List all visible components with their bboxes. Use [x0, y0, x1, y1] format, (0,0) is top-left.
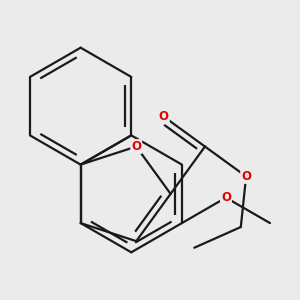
Text: O: O	[241, 170, 251, 183]
Text: O: O	[131, 140, 141, 153]
Text: O: O	[221, 191, 231, 204]
Text: O: O	[159, 110, 169, 123]
